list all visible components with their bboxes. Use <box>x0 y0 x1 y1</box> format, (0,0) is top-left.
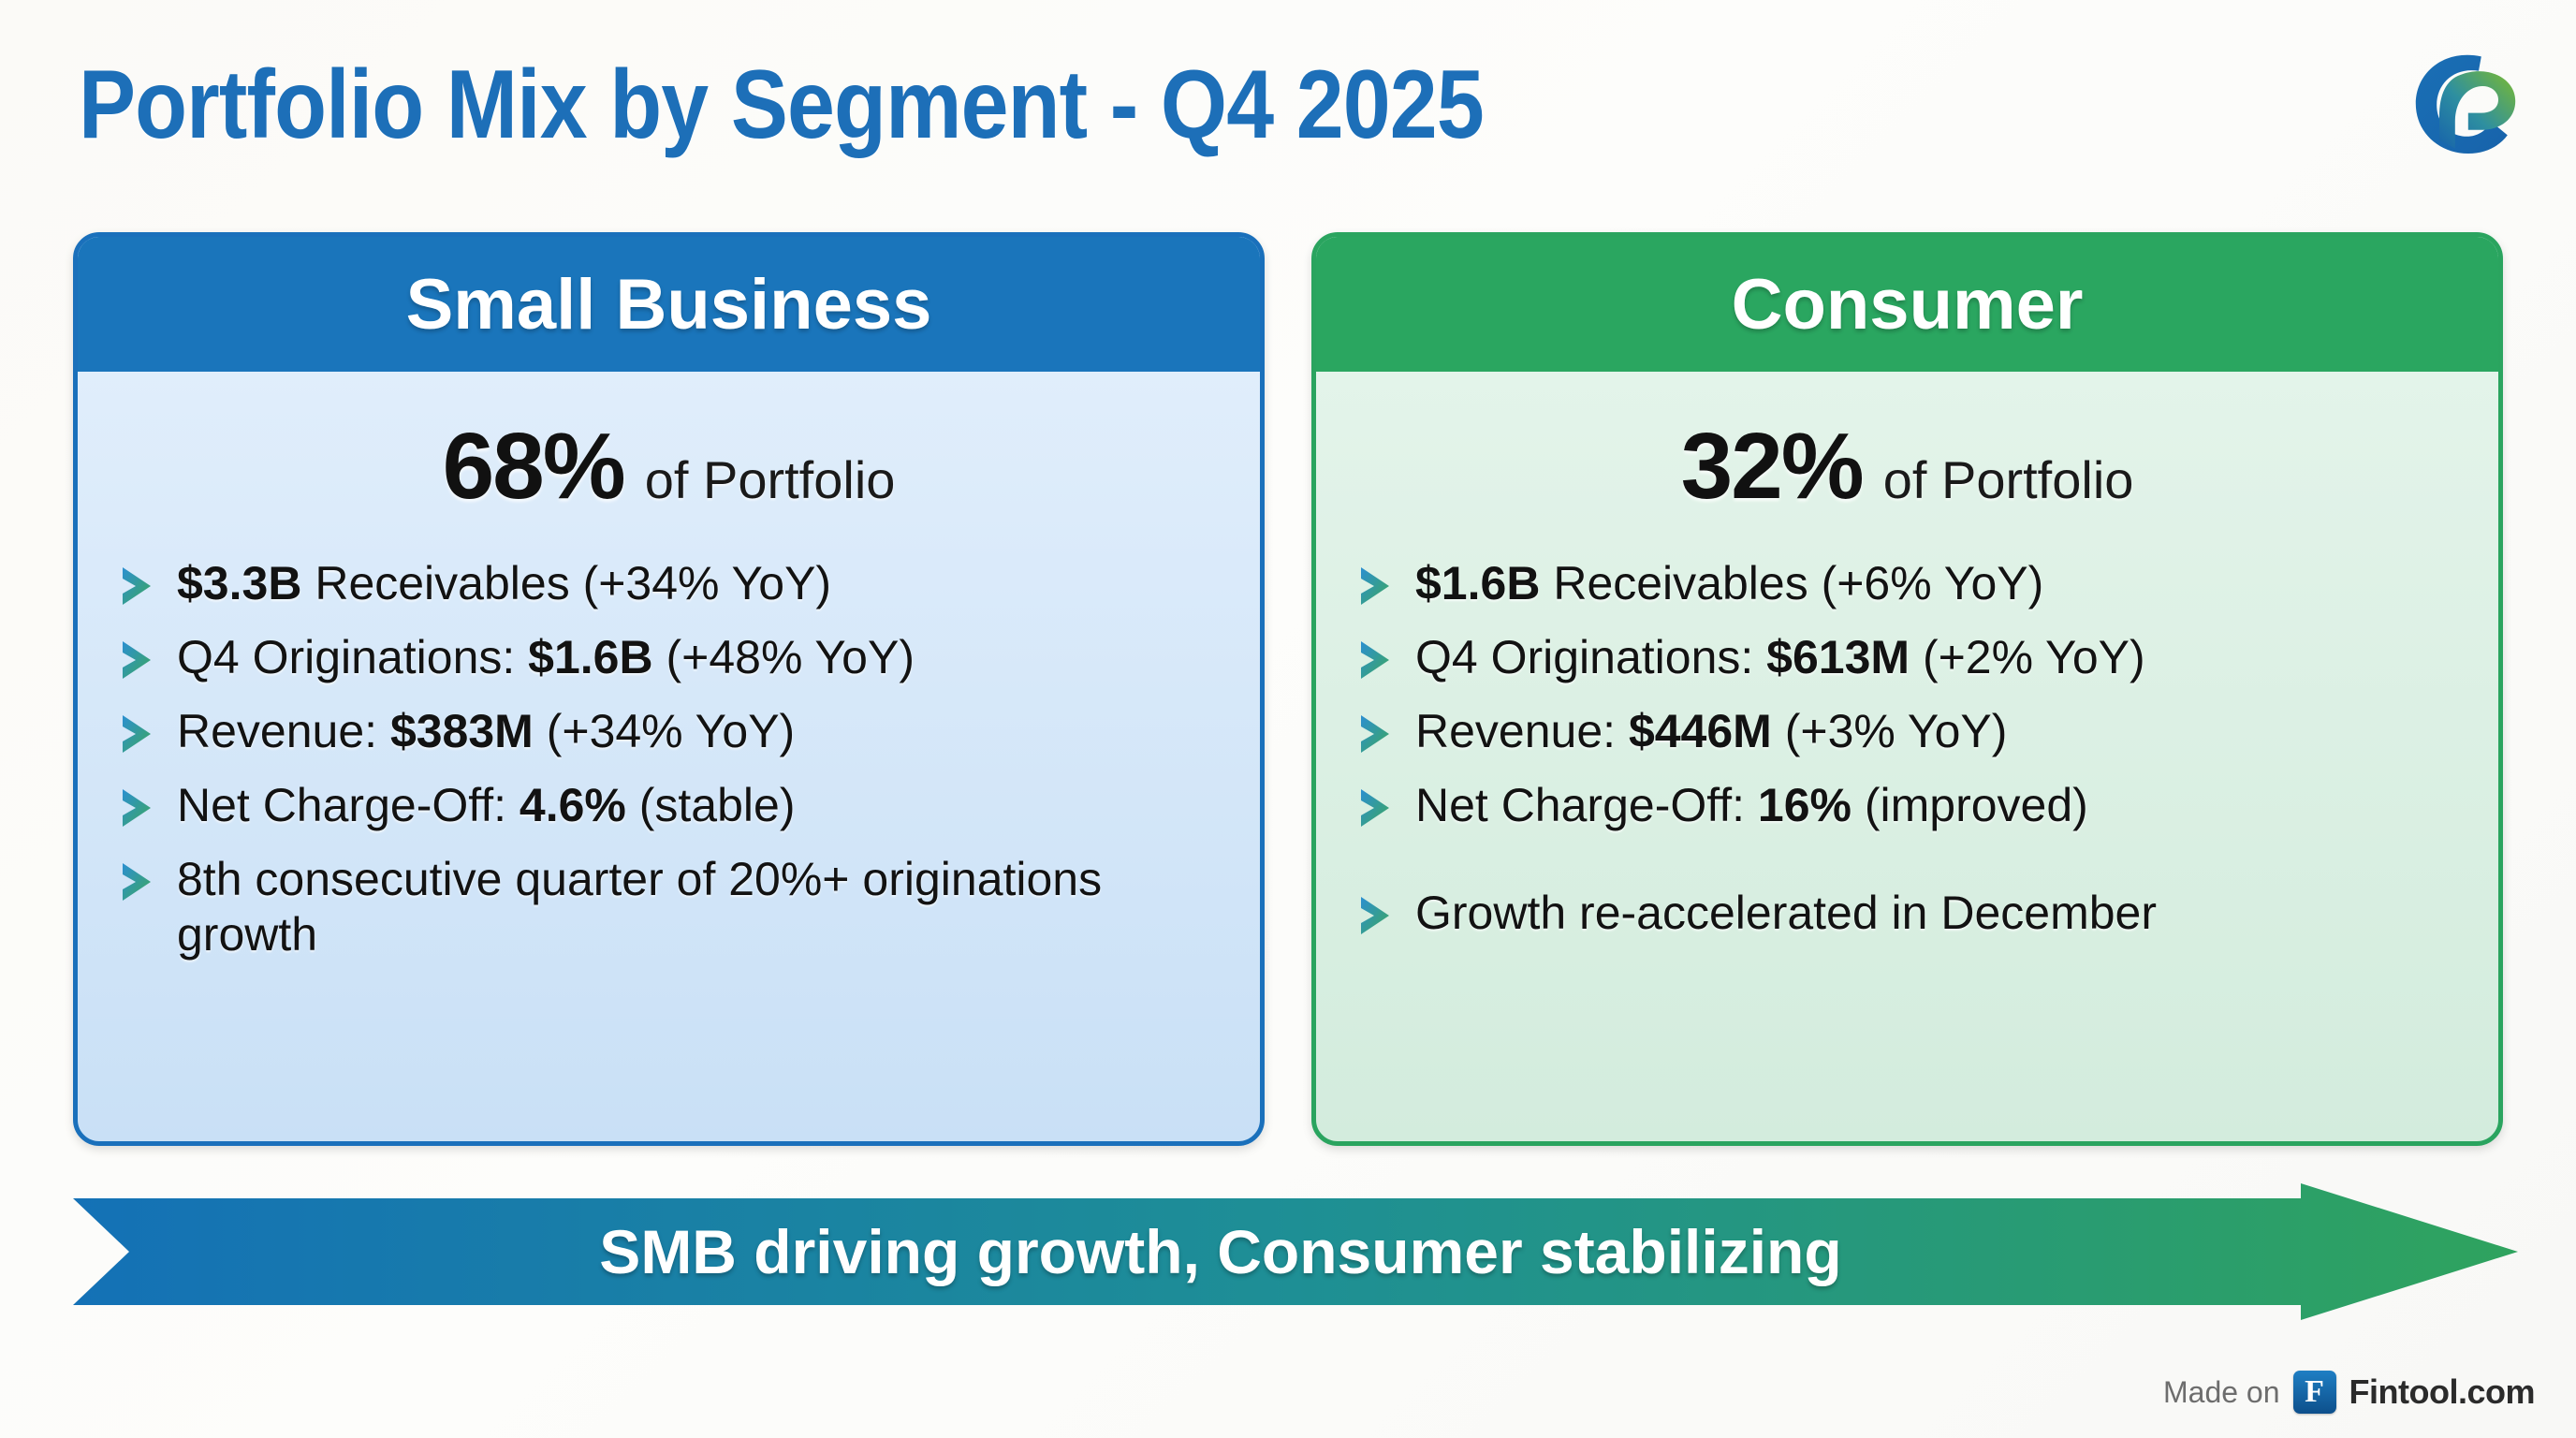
footer-made-on-label: Made on <box>2162 1374 2280 1409</box>
bullet-strong: $3.3B <box>177 557 302 609</box>
bullet-strong: $1.6B <box>1415 557 1541 609</box>
chevron-right-icon <box>1361 897 1389 934</box>
stat-row-small-business: 68% of Portfolio <box>119 413 1219 521</box>
bullet-text: Revenue: $383M (+34% YoY) <box>177 704 795 759</box>
bullet-list-consumer: $1.6B Receivables (+6% YoY) Q4 Originati… <box>1357 556 2457 941</box>
bullet-text: Q4 Originations: $613M (+2% YoY) <box>1415 630 2145 685</box>
bullet-strong: 4.6% <box>519 779 626 831</box>
list-item: 8th consecutive quarter of 20%+ originat… <box>119 852 1219 962</box>
list-item: Net Charge-Off: 16% (improved) <box>1357 778 2457 833</box>
bullet-rest: (+2% YoY) <box>1910 631 2145 683</box>
bullet-lead: Q4 Originations: <box>1415 631 1767 683</box>
card-body-consumer: 32% of Portfolio $1.6B Receivables (+6% … <box>1316 372 2498 1141</box>
bullet-rest: (+34% YoY) <box>533 705 796 757</box>
chevron-right-icon <box>1361 715 1389 753</box>
bullet-strong: 16% <box>1757 779 1852 831</box>
stat-row-consumer: 32% of Portfolio <box>1357 413 2457 521</box>
bullet-rest: (+3% YoY) <box>1771 705 2008 757</box>
banner-arrow-shape <box>73 1183 2518 1320</box>
stat-percent-consumer: 32% <box>1680 414 1865 519</box>
footer-attribution[interactable]: Made on F Fintool.com <box>2162 1371 2536 1414</box>
summary-banner: SMB driving growth, Consumer stabilizing <box>73 1183 2518 1320</box>
list-item: $1.6B Receivables (+6% YoY) <box>1357 556 2457 611</box>
bullet-list-small-business: $3.3B Receivables (+34% YoY) Q4 Originat… <box>119 556 1219 962</box>
bullet-lead: Net Charge-Off: <box>177 779 520 831</box>
bullet-text: Net Charge-Off: 16% (improved) <box>1415 778 2088 833</box>
card-consumer: Consumer 32% of Portfolio $1.6B Receivab… <box>1311 232 2503 1146</box>
bullet-strong: $446M <box>1628 705 1772 757</box>
card-body-small-business: 68% of Portfolio $3.3B Receivables (+34%… <box>78 372 1260 1141</box>
chevron-right-icon <box>1361 567 1389 605</box>
chevron-right-icon <box>1361 641 1389 679</box>
bullet-lead: Revenue: <box>177 705 390 757</box>
chevron-right-icon <box>123 641 151 679</box>
bullet-rest: Receivables (+34% YoY) <box>301 557 832 609</box>
list-item: Revenue: $446M (+3% YoY) <box>1357 704 2457 759</box>
bullet-lead: Revenue: <box>1415 705 1629 757</box>
bullet-text: 8th consecutive quarter of 20%+ originat… <box>177 853 1103 961</box>
bullet-rest: Receivables (+6% YoY) <box>1540 557 2044 609</box>
list-item: Net Charge-Off: 4.6% (stable) <box>119 778 1219 833</box>
card-header-small-business: Small Business <box>78 237 1260 372</box>
stat-percent-small-business: 68% <box>442 414 626 519</box>
page-title: Portfolio Mix by Segment - Q4 2025 <box>79 51 1485 159</box>
bullet-strong: $1.6B <box>528 631 653 683</box>
list-item: Growth re-accelerated in December <box>1357 886 2457 941</box>
bullet-text: Q4 Originations: $1.6B (+48% YoY) <box>177 630 915 685</box>
bullet-text: $1.6B Receivables (+6% YoY) <box>1415 556 2043 611</box>
bullet-rest: (+48% YoY) <box>652 631 915 683</box>
bullet-text: Growth re-accelerated in December <box>1415 887 2157 939</box>
chevron-right-icon <box>123 863 151 901</box>
fintool-e-logo <box>2400 36 2531 167</box>
list-item: $3.3B Receivables (+34% YoY) <box>119 556 1219 611</box>
list-item: Q4 Originations: $1.6B (+48% YoY) <box>119 630 1219 685</box>
stat-label-consumer: of Portfolio <box>1882 450 2134 509</box>
chevron-right-icon <box>123 789 151 827</box>
bullet-rest: (improved) <box>1851 779 2088 831</box>
bullet-lead: Net Charge-Off: <box>1415 779 1758 831</box>
stat-label-small-business: of Portfolio <box>644 450 896 509</box>
chevron-right-icon <box>123 715 151 753</box>
footer-brand-name[interactable]: Fintool.com <box>2349 1372 2536 1411</box>
bullet-strong: $383M <box>389 705 534 757</box>
chevron-right-icon <box>1361 789 1389 827</box>
bullet-text: Revenue: $446M (+3% YoY) <box>1415 704 2007 759</box>
bullet-lead: Q4 Originations: <box>177 631 529 683</box>
card-header-consumer: Consumer <box>1316 237 2498 372</box>
fintool-f-icon: F <box>2292 1371 2336 1414</box>
bullet-text: Net Charge-Off: 4.6% (stable) <box>177 778 796 833</box>
chevron-right-icon <box>123 567 151 605</box>
list-item: Revenue: $383M (+34% YoY) <box>119 704 1219 759</box>
list-item: Q4 Originations: $613M (+2% YoY) <box>1357 630 2457 685</box>
bullet-strong: $613M <box>1766 631 1910 683</box>
segment-cards: Small Business 68% of Portfolio <box>73 232 2503 1146</box>
bullet-text: $3.3B Receivables (+34% YoY) <box>177 556 831 611</box>
card-small-business: Small Business 68% of Portfolio <box>73 232 1265 1146</box>
bullet-rest: (stable) <box>625 779 796 831</box>
